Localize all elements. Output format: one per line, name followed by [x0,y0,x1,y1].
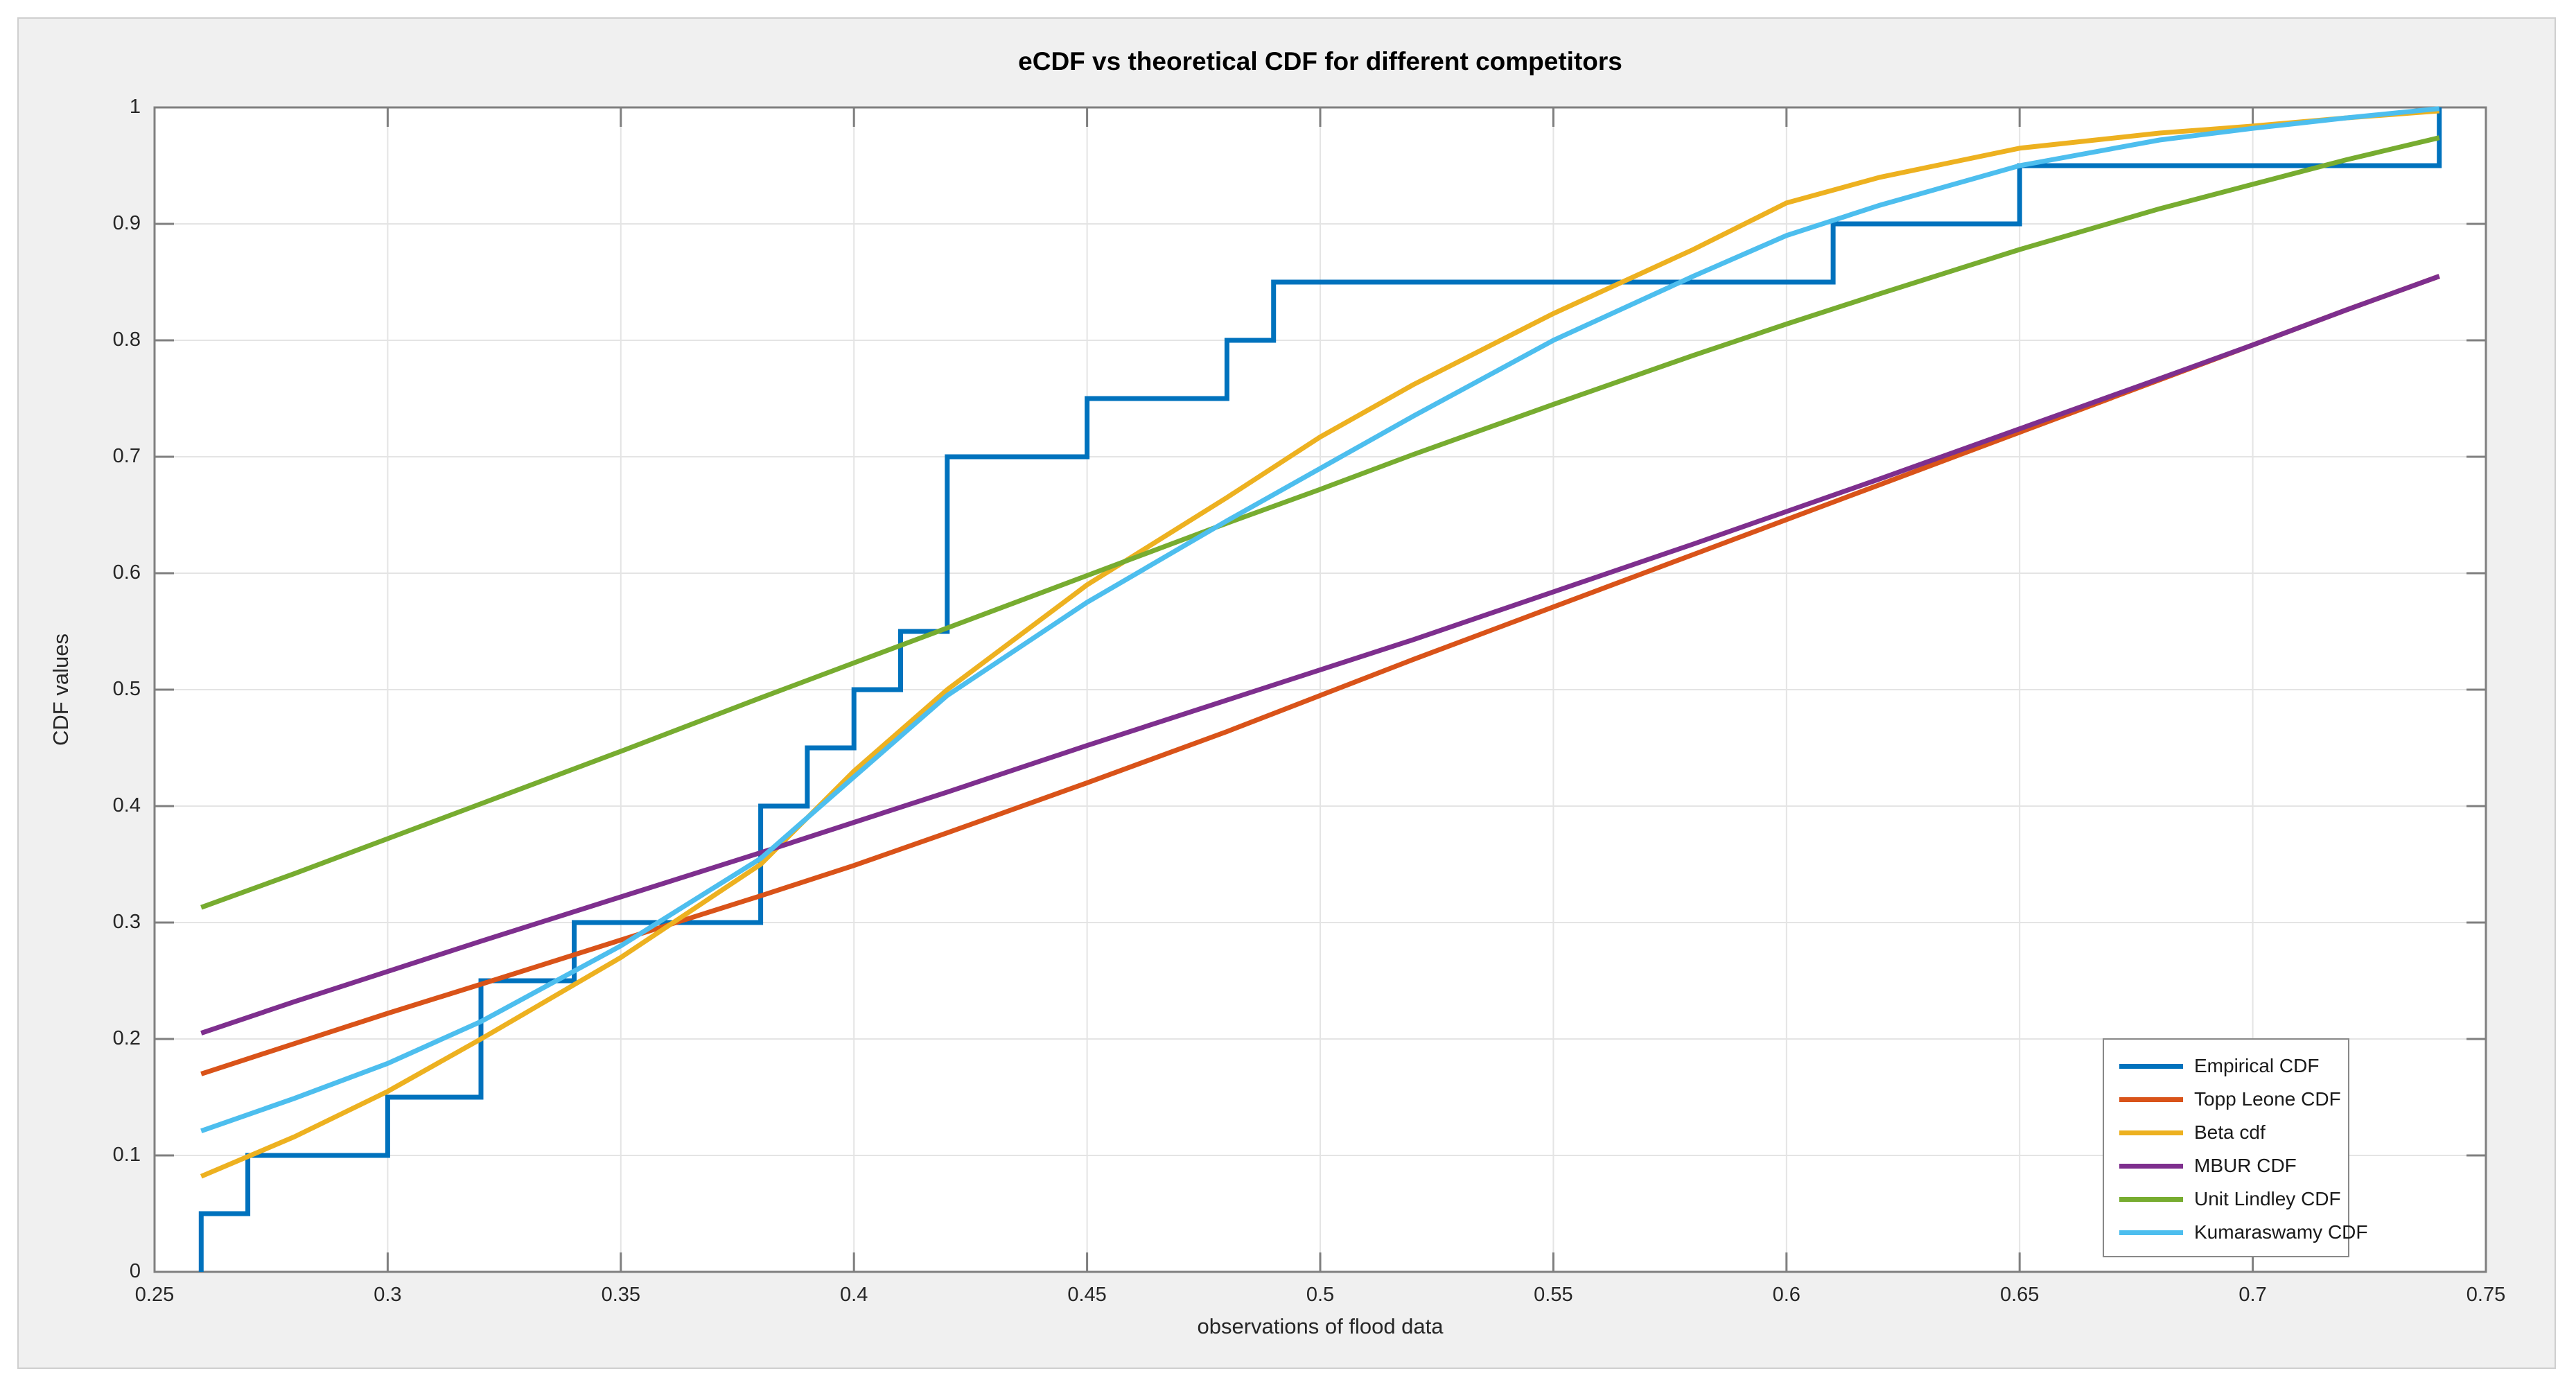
legend-row: Empirical CDF [2119,1049,2348,1083]
y-tick-label: 0.5 [112,678,141,700]
legend-swatch-empirical-cdf [2119,1063,2183,1069]
legend-row: MBUR CDF [2119,1149,2348,1182]
y-tick-label: 0.1 [112,1144,141,1166]
legend-row: Topp Leone CDF [2119,1083,2348,1116]
x-tick-label: 0.7 [2238,1284,2267,1306]
y-tick-label: 0 [129,1260,141,1282]
y-tick-label: 0.4 [112,794,141,816]
series-mbur-cdf [200,274,2440,1036]
legend-label: Beta cdf [2194,1121,2266,1143]
legend-row: Kumaraswamy CDF [2119,1216,2367,1249]
series-beta-cdf [200,108,2439,1179]
legend: Empirical CDF Topp Leone CDF Beta cdf MBUR … [2103,1038,2367,1257]
x-tick-label: 0.35 [601,1284,641,1306]
x-tick-label: 0.75 [2466,1284,2506,1306]
y-tick-label: 0.2 [112,1027,141,1049]
series-empirical-cdf [198,107,2442,1272]
legend-swatch-kumaraswamy-cdf [2119,1230,2183,1235]
x-tick-label: 0.65 [1999,1284,2040,1306]
legend-row: Unit Lindley CDF [2119,1182,2348,1216]
legend-row: Beta cdf [2119,1116,2348,1149]
x-tick-label: 0.4 [840,1284,868,1306]
x-tick-label: 0.25 [134,1284,175,1306]
series-unit-lindley-cdf [200,135,2440,910]
y-tick-label: 0.7 [112,445,141,467]
legend-swatch-mbur-cdf [2119,1163,2183,1169]
legend-label: Unit Lindley CDF [2194,1188,2341,1209]
x-axis-label: observations of flood data [1197,1314,1444,1338]
y-tick-label: 0.3 [112,911,141,933]
legend-label: Empirical CDF [2194,1055,2320,1076]
legend-swatch-unit-lindley-cdf [2119,1196,2183,1202]
x-tick-label: 0.6 [1772,1284,1800,1306]
chart-title: eCDF vs theoretical CDF for different co… [1018,47,1622,76]
x-tick-label: 0.45 [1067,1284,1107,1306]
y-tick-label: 0.6 [112,561,141,584]
legend-label: MBUR CDF [2194,1155,2297,1176]
legend-swatch-topp-leone-cdf [2119,1097,2183,1102]
y-tick-label: 0.8 [112,329,141,351]
legend-swatch-beta-cdf [2119,1130,2183,1135]
y-tick-label: 0.9 [112,212,141,234]
x-tick-label: 0.3 [374,1284,402,1306]
series-kumaraswamy-cdf [200,106,2440,1134]
legend-label: Kumaraswamy CDF [2194,1221,2368,1243]
y-tick-label: 1 [129,96,141,118]
x-tick-label: 0.5 [1306,1284,1335,1306]
legend-label: Topp Leone CDF [2194,1088,2341,1110]
x-tick-label: 0.55 [1534,1284,1573,1306]
